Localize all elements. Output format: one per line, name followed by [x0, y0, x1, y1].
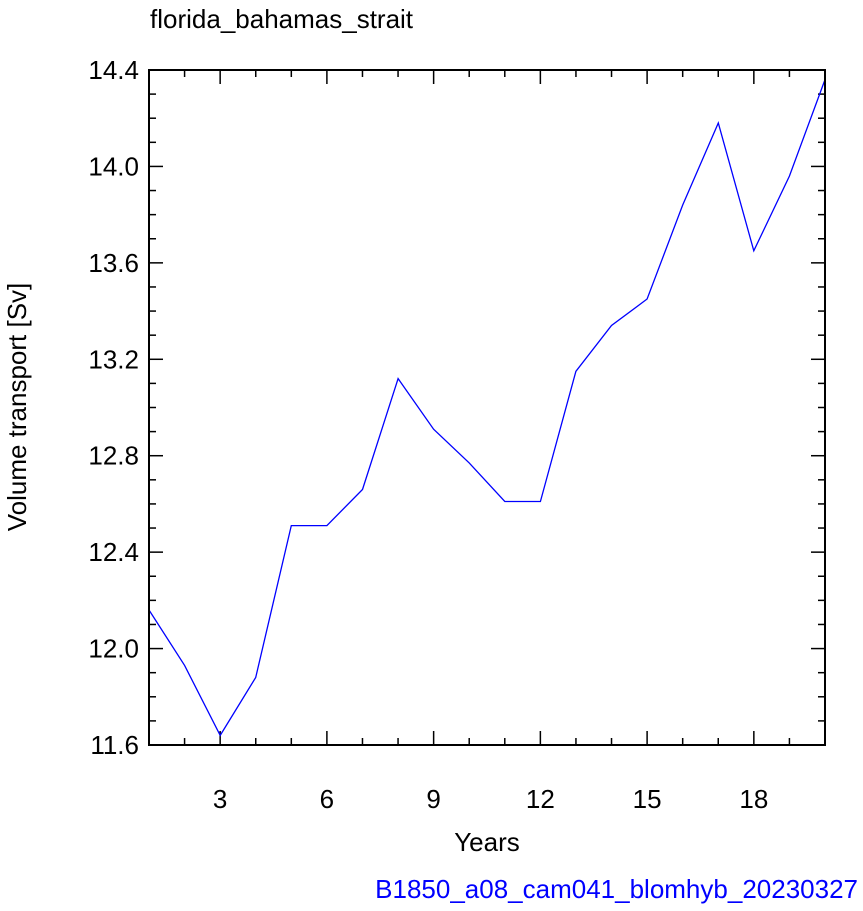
y-tick-label: 14.4	[88, 55, 139, 85]
y-tick-label: 12.0	[88, 634, 139, 664]
plot-frame	[148, 69, 826, 746]
x-tick-label: 18	[739, 784, 768, 814]
x-axis-ticks	[148, 70, 826, 745]
y-tick-labels: 11.6 12.0 12.4 12.8 13.2 13.6 14.0 14.4	[88, 55, 139, 760]
x-tick-label: 9	[426, 784, 440, 814]
chart-title: florida_bahamas_strait	[150, 4, 414, 34]
x-axis-label: Years	[454, 827, 520, 857]
y-tick-label: 13.2	[88, 344, 139, 374]
caption: B1850_a08_cam041_blomhyb_20230327	[375, 874, 858, 904]
y-axis-ticks	[149, 69, 825, 746]
y-tick-label: 12.8	[88, 441, 139, 471]
y-axis-label: Volume transport [Sv]	[2, 283, 32, 532]
y-tick-label: 13.6	[88, 248, 139, 278]
x-tick-label: 3	[213, 784, 227, 814]
x-tick-labels: 3 6 9 12 15 18	[213, 784, 768, 814]
y-tick-label: 12.4	[88, 537, 139, 567]
y-tick-label: 14.0	[88, 151, 139, 181]
y-tick-label: 11.6	[90, 730, 139, 760]
series-line	[148, 79, 826, 737]
x-tick-label: 12	[526, 784, 555, 814]
x-tick-label: 15	[633, 784, 662, 814]
x-tick-label: 6	[320, 784, 334, 814]
